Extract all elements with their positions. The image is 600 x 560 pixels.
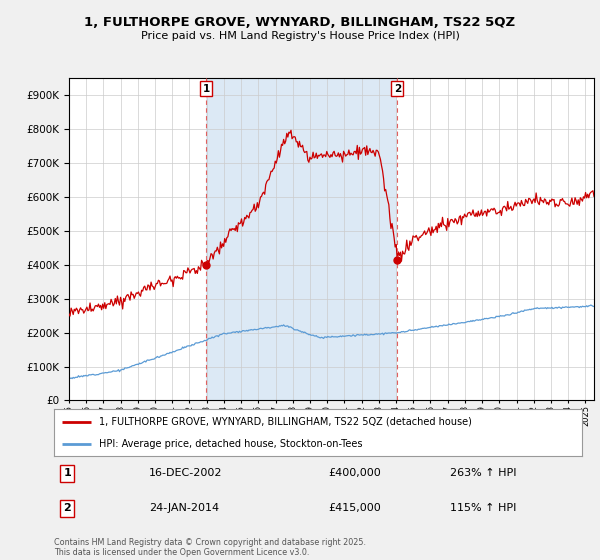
Text: 2: 2 <box>64 503 71 513</box>
Text: Contains HM Land Registry data © Crown copyright and database right 2025.
This d: Contains HM Land Registry data © Crown c… <box>54 538 366 557</box>
Text: HPI: Average price, detached house, Stockton-on-Tees: HPI: Average price, detached house, Stoc… <box>99 438 362 449</box>
Text: 1, FULTHORPE GROVE, WYNYARD, BILLINGHAM, TS22 5QZ (detached house): 1, FULTHORPE GROVE, WYNYARD, BILLINGHAM,… <box>99 417 472 427</box>
Text: 16-DEC-2002: 16-DEC-2002 <box>149 468 223 478</box>
Bar <box>206 78 397 400</box>
Text: 1: 1 <box>64 468 71 478</box>
Text: 2: 2 <box>394 83 401 94</box>
Text: 115% ↑ HPI: 115% ↑ HPI <box>450 503 517 513</box>
Text: £400,000: £400,000 <box>329 468 382 478</box>
Text: 263% ↑ HPI: 263% ↑ HPI <box>450 468 517 478</box>
Text: £415,000: £415,000 <box>329 503 382 513</box>
Text: 1: 1 <box>202 83 209 94</box>
Text: 1, FULTHORPE GROVE, WYNYARD, BILLINGHAM, TS22 5QZ: 1, FULTHORPE GROVE, WYNYARD, BILLINGHAM,… <box>85 16 515 29</box>
Text: 24-JAN-2014: 24-JAN-2014 <box>149 503 219 513</box>
Text: Price paid vs. HM Land Registry's House Price Index (HPI): Price paid vs. HM Land Registry's House … <box>140 31 460 41</box>
